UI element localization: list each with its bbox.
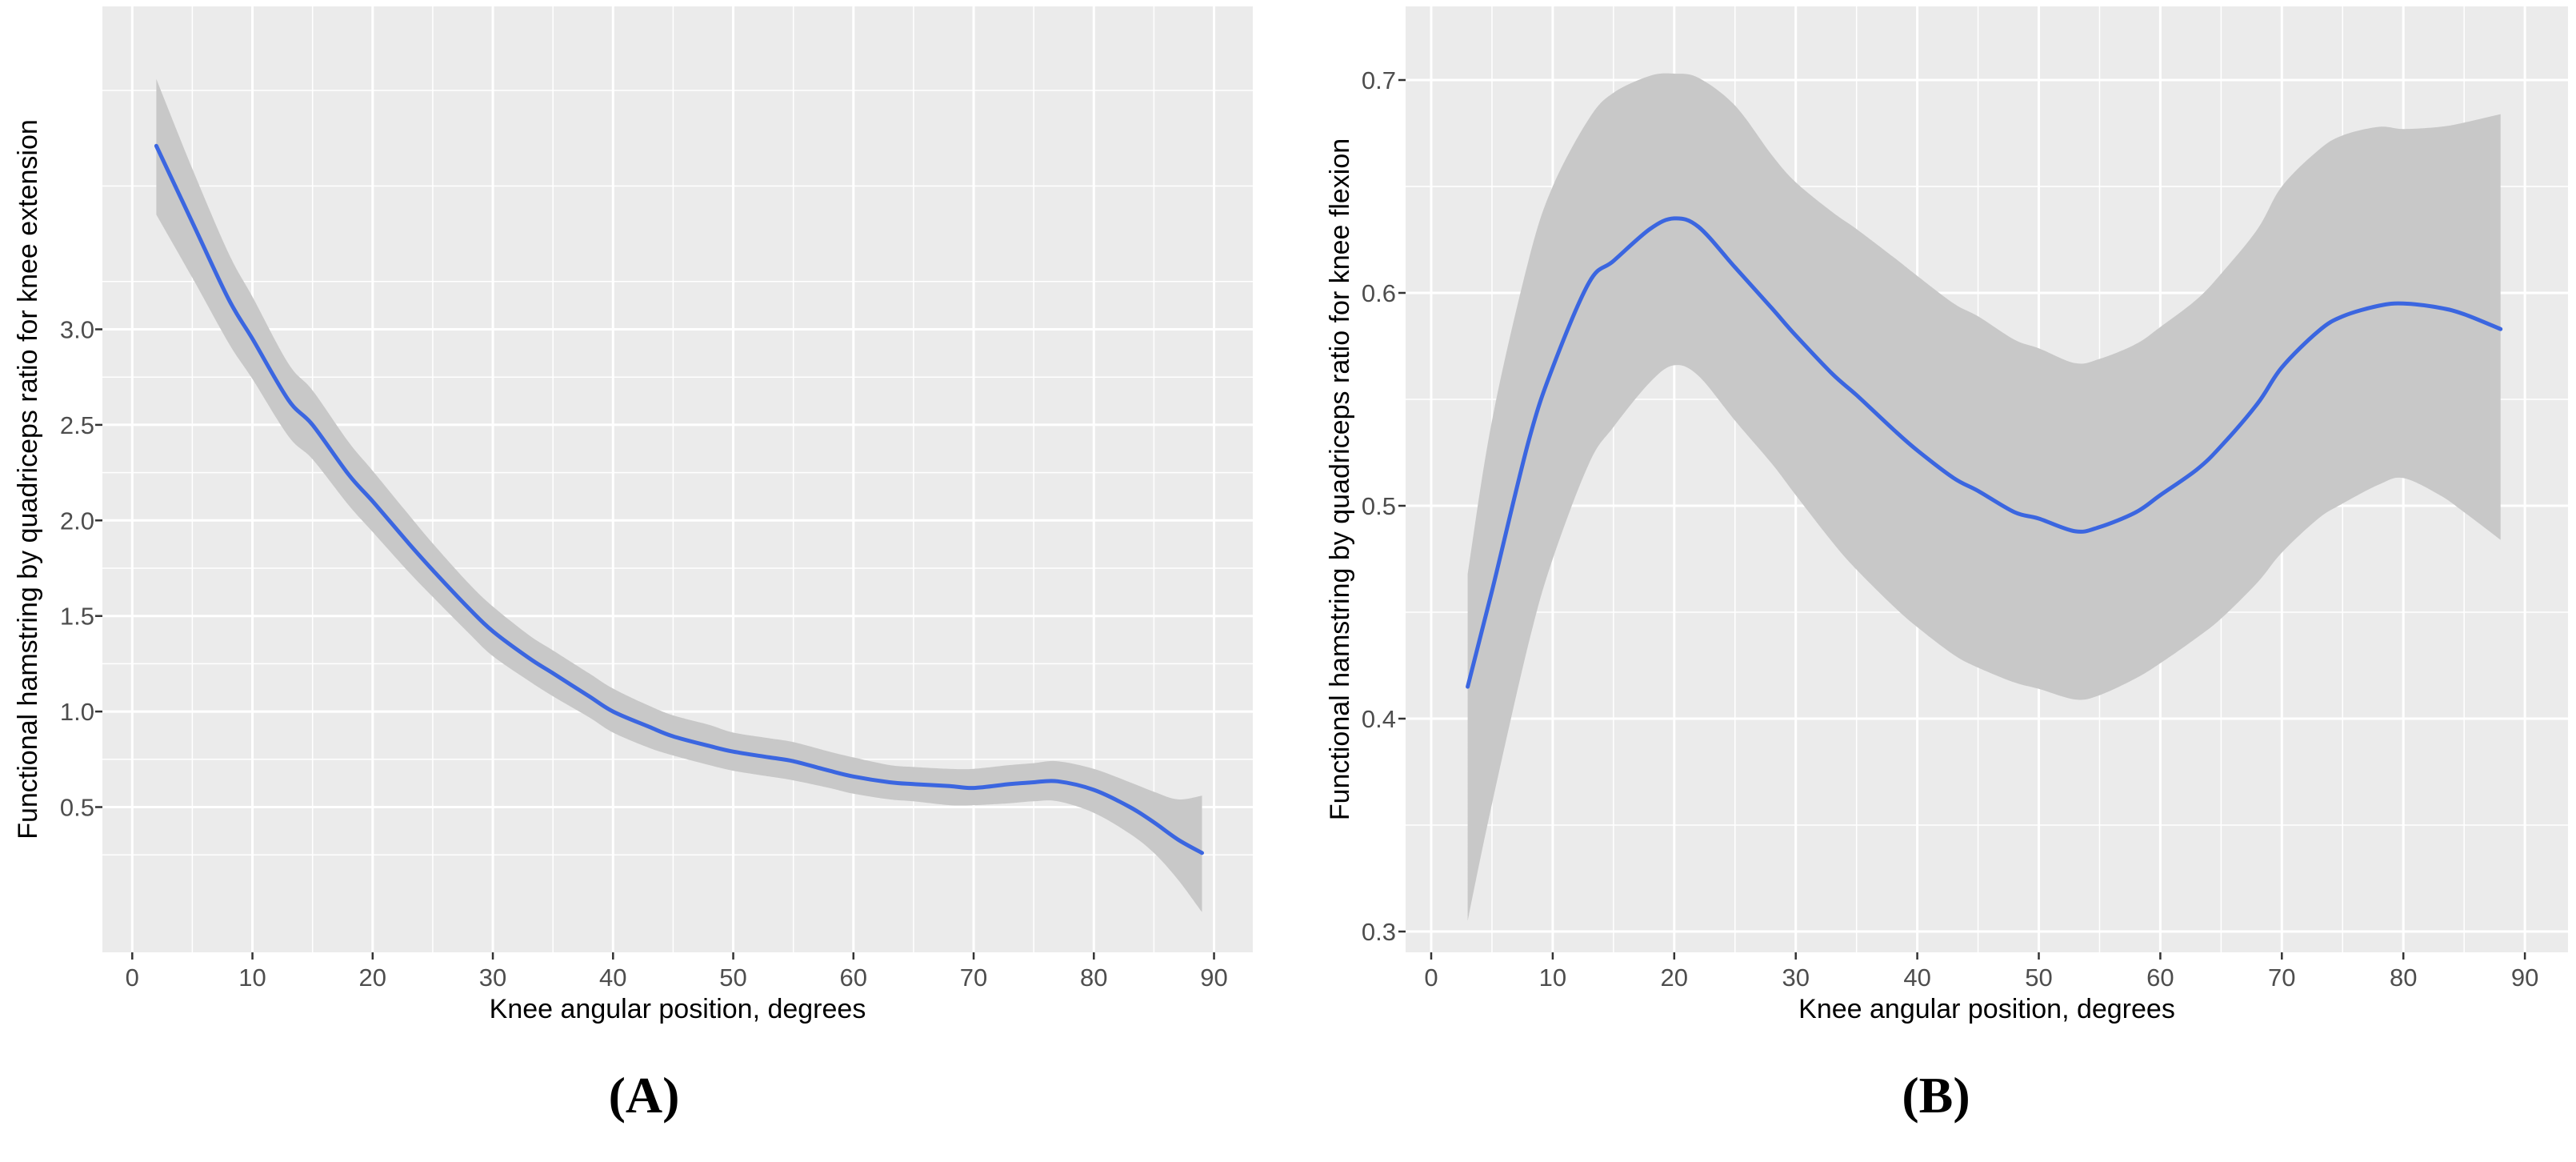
y-tick-label: 0.5 [1362, 492, 1396, 520]
y-tick-label: 0.7 [1362, 66, 1396, 94]
x-tick-label: 30 [479, 964, 506, 992]
caption-panel-b: (B) [1902, 1067, 1970, 1124]
y-tick-label: 0.4 [1362, 705, 1396, 733]
x-tick-label: 20 [1661, 964, 1688, 992]
smooth-line-b [1466, 216, 2503, 689]
axis-ticks-b: 0 10 20 30 40 50 60 70 80 90 0.3 0.4 0.5 0.6 0.7 [1362, 66, 2538, 992]
x-tick-label: 80 [1080, 964, 1107, 992]
x-tick-label: 90 [2511, 964, 2538, 992]
x-tick-label: 40 [1903, 964, 1930, 992]
x-tick-label: 80 [2390, 964, 2417, 992]
y-tick-label: 2.0 [60, 507, 94, 535]
y-axis-title-b: Functional hamstring by quadriceps ratio… [1325, 138, 1355, 820]
x-tick-label: 90 [1200, 964, 1227, 992]
y-tick-label: 0.3 [1362, 918, 1396, 946]
y-tick-label: 1.5 [60, 603, 94, 631]
x-tick-label: 0 [1424, 964, 1438, 992]
y-tick-label: 0.6 [1362, 279, 1396, 307]
x-tick-label: 70 [960, 964, 987, 992]
x-axis-title-b: Knee angular position, degrees [1798, 994, 2175, 1024]
y-tick-label: 0.5 [60, 794, 94, 822]
panel-a-background [102, 6, 1253, 952]
x-tick-label: 60 [840, 964, 867, 992]
y-axis-title-a: Functional hamstring by quadriceps ratio… [13, 119, 43, 839]
x-tick-label: 50 [2025, 964, 2052, 992]
x-tick-label: 40 [599, 964, 626, 992]
smooth-line-a [154, 143, 1204, 855]
caption-panel-a: (A) [608, 1067, 680, 1124]
x-tick-label: 70 [2268, 964, 2295, 992]
panel-a: 0 10 20 30 40 50 60 70 80 90 0.5 1.0 1.5 2.0 2.5 3.0 Kne… [13, 6, 1253, 1024]
y-tick-label: 3.0 [60, 316, 94, 344]
minor-gridlines-a [102, 6, 1253, 952]
confidence-band-b [1467, 73, 2501, 921]
x-tick-label: 20 [359, 964, 386, 992]
y-tick-label: 1.0 [60, 698, 94, 726]
panel-b: 0 10 20 30 40 50 60 70 80 90 0.3 0.4 0.5 0.6 0.7 Knee a… [1325, 6, 2568, 1024]
x-tick-label: 10 [238, 964, 266, 992]
major-gridlines-a [102, 6, 1253, 952]
x-axis-title-a: Knee angular position, degrees [490, 994, 866, 1024]
x-tick-label: 60 [2146, 964, 2174, 992]
x-tick-label: 30 [1782, 964, 1809, 992]
x-tick-label: 0 [126, 964, 139, 992]
x-tick-label: 50 [719, 964, 746, 992]
x-tick-label: 10 [1539, 964, 1566, 992]
axis-ticks-a: 0 10 20 30 40 50 60 70 80 90 0.5 1.0 1.5 2.0 2.5 3.0 [60, 316, 1228, 992]
y-tick-label: 2.5 [60, 411, 94, 439]
